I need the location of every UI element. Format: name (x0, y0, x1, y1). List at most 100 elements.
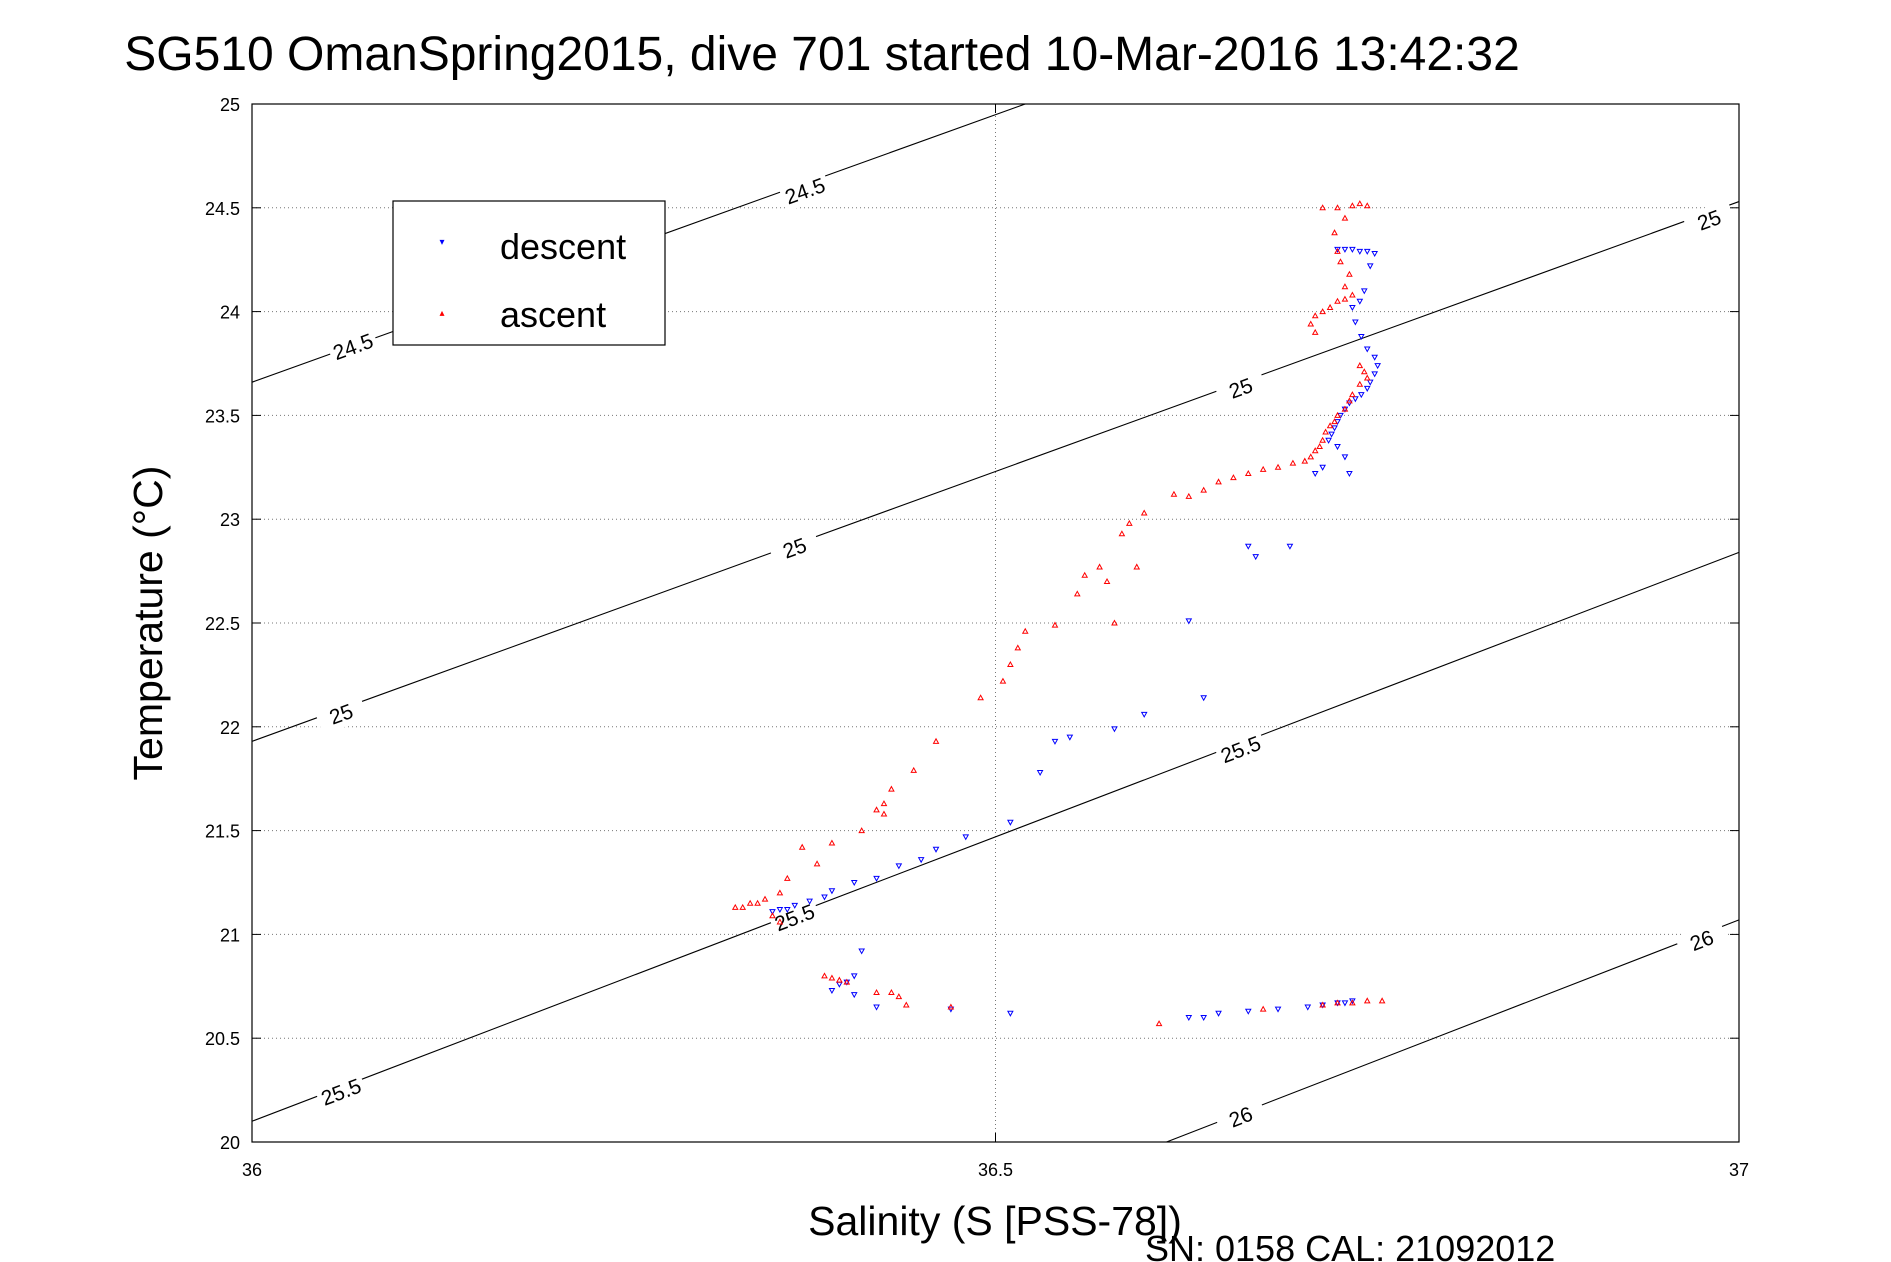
ascent-point (1349, 202, 1356, 209)
descent-point (873, 1004, 880, 1011)
ascent-point (888, 785, 895, 792)
descent-point (895, 863, 903, 870)
descent-point (850, 973, 858, 980)
y-axis-label: Temperature (°C) (125, 466, 171, 781)
ascent-point (1319, 308, 1326, 315)
descent-point (850, 880, 858, 887)
ascent-point (1007, 660, 1014, 668)
ascent-point (1337, 258, 1344, 265)
ascent-point (1230, 474, 1237, 481)
descent-point (1244, 1008, 1252, 1015)
ascent-point (947, 1003, 955, 1010)
ascent-point (1334, 411, 1341, 418)
ascent-point (1319, 436, 1326, 443)
ascent-point (1215, 478, 1222, 485)
ascent-point (1316, 443, 1324, 450)
ascent-point (1081, 571, 1089, 578)
descent-point (1311, 471, 1319, 478)
descent-point (1200, 1014, 1208, 1021)
ascent-point (828, 974, 836, 981)
ascent-point (1363, 202, 1371, 209)
contour-label-bg (1682, 199, 1737, 241)
density-contour-line (251, 201, 1740, 742)
contour-label-bg (1213, 728, 1268, 771)
contour-label-bg (326, 326, 381, 368)
descent-point (932, 846, 940, 853)
ascent-point (843, 978, 851, 985)
ascent-point (836, 976, 843, 983)
ascent-point (783, 874, 791, 881)
ascent-point (858, 827, 866, 834)
ascent-point (1341, 405, 1349, 412)
ascent-point (1118, 530, 1126, 537)
descent-point (962, 834, 970, 841)
descent-point (1051, 738, 1059, 745)
descent-point (806, 898, 813, 905)
descent-point (1349, 246, 1356, 253)
descent-point (1066, 734, 1074, 741)
density-contour-line (251, 551, 1740, 1122)
descent-point (1363, 248, 1371, 255)
descent-point (828, 888, 836, 895)
descent-point (1356, 248, 1364, 255)
descent-point (1366, 379, 1374, 386)
descent-point (769, 909, 776, 916)
contour-label-bg (767, 527, 822, 569)
ascent-point (1311, 328, 1319, 335)
ascent-point (1244, 469, 1252, 477)
ascent-point (1259, 465, 1267, 472)
descent-point (1371, 371, 1379, 378)
ascent-point (1311, 447, 1319, 454)
ascent-point (776, 889, 784, 896)
contour-label-bg (314, 693, 369, 735)
ascent-point (1307, 320, 1315, 327)
legend-descent-label: descent (500, 226, 626, 267)
ascent-point (880, 800, 888, 807)
descent-point (791, 902, 799, 909)
descent-point (1200, 695, 1208, 702)
descent-point (873, 875, 880, 882)
descent-point (1007, 819, 1014, 826)
y-tick-label: 22 (220, 718, 240, 738)
ascent-point (1185, 492, 1193, 499)
legend-ascent-marker: ▴ (439, 308, 444, 319)
descent-point (1319, 464, 1326, 471)
ascent-point (1334, 999, 1341, 1006)
descent-point (1349, 304, 1356, 311)
ascent-point (1073, 590, 1081, 597)
ascent-point (1259, 1005, 1267, 1012)
descent-point (1363, 346, 1371, 353)
descent-point (1352, 319, 1359, 326)
ascent-point (1331, 229, 1338, 236)
descent-point (1374, 363, 1382, 370)
ascent-point (1103, 577, 1111, 584)
ascent-point (746, 899, 754, 906)
contour-label-bg (767, 897, 822, 939)
ascent-point (1014, 644, 1022, 651)
contour-label-bg (1674, 919, 1729, 962)
descent-point (1371, 250, 1379, 258)
ascent-point (999, 677, 1007, 684)
ascent-point (1111, 619, 1118, 626)
ascent-point (1356, 380, 1364, 387)
ascent-point (1341, 295, 1349, 302)
ascent-point (1125, 519, 1133, 526)
ascent-point (1307, 453, 1315, 460)
ascent-point (1349, 999, 1356, 1006)
ascent-point (1133, 563, 1141, 570)
ascent-point (1349, 391, 1356, 398)
legend: ▾ descent ▴ ascent (392, 200, 666, 346)
ascent-point (1326, 303, 1334, 310)
descent-point (1341, 1000, 1349, 1007)
descent-point (1244, 543, 1252, 550)
descent-point (1357, 392, 1365, 399)
descent-point (1185, 1014, 1193, 1021)
y-tick-label: 21 (220, 925, 240, 945)
density-contour-line (1166, 919, 1740, 1143)
descent-point (1185, 618, 1193, 625)
ascent-point (1346, 270, 1353, 277)
descent-point (850, 992, 858, 999)
ascent-point (873, 988, 880, 996)
y-tick-label: 21.5 (205, 822, 240, 842)
